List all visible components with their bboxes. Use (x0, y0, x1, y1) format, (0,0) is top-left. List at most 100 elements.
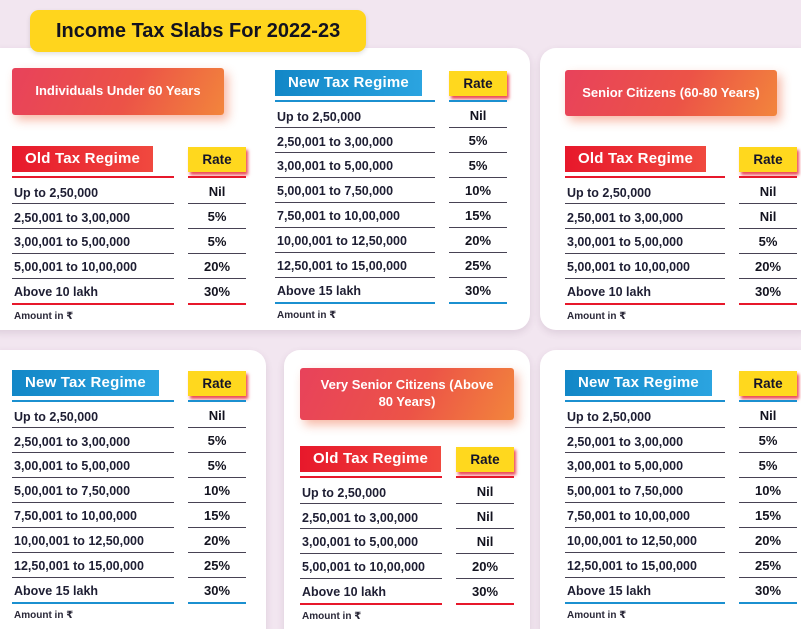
table-row: Above 15 lakh 30% (275, 278, 507, 304)
table-row: 5,00,001 to 7,50,000 10% (275, 178, 507, 203)
rate-value: 5% (188, 229, 246, 254)
rate-value: 5% (739, 229, 797, 254)
table-senior-old: Old Tax Regime Rate Up to 2,50,000 Nil 2,… (565, 146, 797, 322)
amount-note: Amount in ₹ (277, 309, 337, 321)
rate-value: Nil (188, 179, 246, 204)
slab-label: 12,50,001 to 15,00,000 (275, 253, 435, 278)
table-row: 2,50,001 to 3,00,000 Nil (565, 204, 797, 229)
underline-slab (275, 100, 435, 102)
slab-label: Above 10 lakh (12, 279, 174, 305)
slab-label: 3,00,001 to 5,00,000 (300, 529, 442, 554)
table-row: 5,00,001 to 7,50,000 10% (565, 478, 797, 503)
table-row: 2,50,001 to 3,00,000 5% (12, 204, 246, 229)
rate-value: 20% (739, 528, 797, 553)
table-row: 5,00,001 to 7,50,000 10% (12, 478, 246, 503)
new-tax-regime-label: New Tax Regime (565, 370, 712, 396)
header-underline (275, 100, 507, 102)
rate-value: 15% (449, 203, 507, 228)
underline-rate (739, 176, 797, 178)
slab-label: 2,50,001 to 3,00,000 (12, 205, 174, 229)
rate-value: Nil (739, 403, 797, 428)
rate-value: Nil (456, 504, 514, 529)
card-very-senior-new-regime: New Tax Regime Rate Up to 2,50,000 Nil 2,… (540, 350, 801, 629)
table-row: Above 15 lakh 30% (565, 578, 797, 604)
slab-label: Up to 2,50,000 (300, 480, 442, 504)
amount-note: Amount in ₹ (567, 310, 627, 322)
slab-label: 3,00,001 to 5,00,000 (565, 453, 725, 478)
table-row: 5,00,001 to 10,00,000 20% (12, 254, 246, 279)
slab-label: 10,00,001 to 12,50,000 (275, 228, 435, 253)
rate-value: 20% (188, 254, 246, 279)
table-header: Old Tax Regime Rate (12, 146, 246, 172)
rate-value: 10% (739, 478, 797, 503)
table-header: New Tax Regime Rate (12, 370, 246, 396)
rate-value: 20% (456, 554, 514, 579)
rate-value: 30% (188, 279, 246, 305)
table-row: Above 10 lakh 30% (300, 579, 514, 605)
rate-header: Rate (739, 146, 797, 172)
slab-label: 5,00,001 to 10,00,000 (12, 254, 174, 279)
underline-slab (565, 400, 725, 402)
rate-value: 5% (188, 204, 246, 229)
slab-label: 3,00,001 to 5,00,000 (12, 229, 174, 254)
rate-value: Nil (188, 403, 246, 428)
rate-header: Rate (449, 70, 507, 96)
table-header: Old Tax Regime Rate (565, 146, 797, 172)
old-tax-regime-label: Old Tax Regime (12, 146, 154, 172)
table-row: 3,00,001 to 5,00,000 5% (565, 229, 797, 254)
slab-label: 7,50,001 to 10,00,000 (12, 503, 174, 528)
slab-label: 10,00,001 to 12,50,000 (565, 528, 725, 553)
slab-label: 5,00,001 to 7,50,000 (12, 478, 174, 503)
header-underline (12, 400, 246, 402)
slab-label: 12,50,001 to 15,00,000 (565, 553, 725, 578)
rate-value: 5% (188, 428, 246, 453)
table-row: Up to 2,50,000 Nil (565, 403, 797, 428)
slab-label: Up to 2,50,000 (12, 180, 174, 204)
rate-value: 5% (188, 453, 246, 478)
amount-note: Amount in ₹ (14, 310, 74, 322)
rate-value: Nil (739, 179, 797, 204)
page-title: Income Tax Slabs For 2022-23 (30, 10, 367, 52)
table-row: 2,50,001 to 3,00,000 5% (565, 428, 797, 453)
rate-header: Rate (188, 146, 246, 172)
slab-label: 5,00,001 to 7,50,000 (275, 178, 435, 203)
card-under-60: Individuals Under 60 Years Old Tax Regim… (0, 48, 530, 330)
table-row: Above 10 lakh 30% (12, 279, 246, 305)
slab-label: 5,00,001 to 10,00,000 (300, 554, 442, 579)
underline-rate (739, 400, 797, 402)
table-row: 3,00,001 to 5,00,000 5% (565, 453, 797, 478)
table-row: 2,50,001 to 3,00,000 Nil (300, 504, 514, 529)
card-senior-citizens: Senior Citizens (60-80 Years) Old Tax Re… (540, 48, 801, 330)
slab-label: Up to 2,50,000 (565, 404, 725, 428)
rate-value: 30% (739, 279, 797, 305)
slab-label: 7,50,001 to 10,00,000 (565, 503, 725, 528)
slab-label: Up to 2,50,000 (565, 180, 725, 204)
rate-value: 15% (739, 503, 797, 528)
slab-label: 3,00,001 to 5,00,000 (565, 229, 725, 254)
card-very-senior-citizens: Very Senior Citizens (Above 80 Years) Ol… (284, 350, 530, 629)
table-row: 10,00,001 to 12,50,000 20% (565, 528, 797, 553)
slab-label: Above 10 lakh (565, 279, 725, 305)
slab-label: 10,00,001 to 12,50,000 (12, 528, 174, 553)
group-banner-very-senior: Very Senior Citizens (Above 80 Years) (300, 368, 514, 420)
table-row: 2,50,001 to 3,00,000 5% (275, 128, 507, 153)
header-underline (565, 176, 797, 178)
underline-slab (300, 476, 442, 478)
underline-slab (12, 176, 174, 178)
table-header: New Tax Regime Rate (275, 70, 507, 96)
slab-label: Up to 2,50,000 (12, 404, 174, 428)
underline-rate (188, 176, 246, 178)
table-row: 7,50,001 to 10,00,000 15% (12, 503, 246, 528)
slab-label: 2,50,001 to 3,00,000 (300, 505, 442, 529)
table-row: Above 15 lakh 30% (12, 578, 246, 604)
old-tax-regime-label: Old Tax Regime (565, 146, 707, 172)
rate-value: Nil (449, 103, 507, 128)
slab-label: 5,00,001 to 10,00,000 (565, 254, 725, 279)
table-senior-new: New Tax Regime Rate Up to 2,50,000 Nil 2,… (12, 370, 246, 621)
slab-label: 2,50,001 to 3,00,000 (12, 429, 174, 453)
rate-value: 30% (449, 278, 507, 304)
slab-label: Above 15 lakh (565, 578, 725, 604)
table-row: 3,00,001 to 5,00,000 5% (12, 453, 246, 478)
amount-note: Amount in ₹ (567, 609, 627, 621)
